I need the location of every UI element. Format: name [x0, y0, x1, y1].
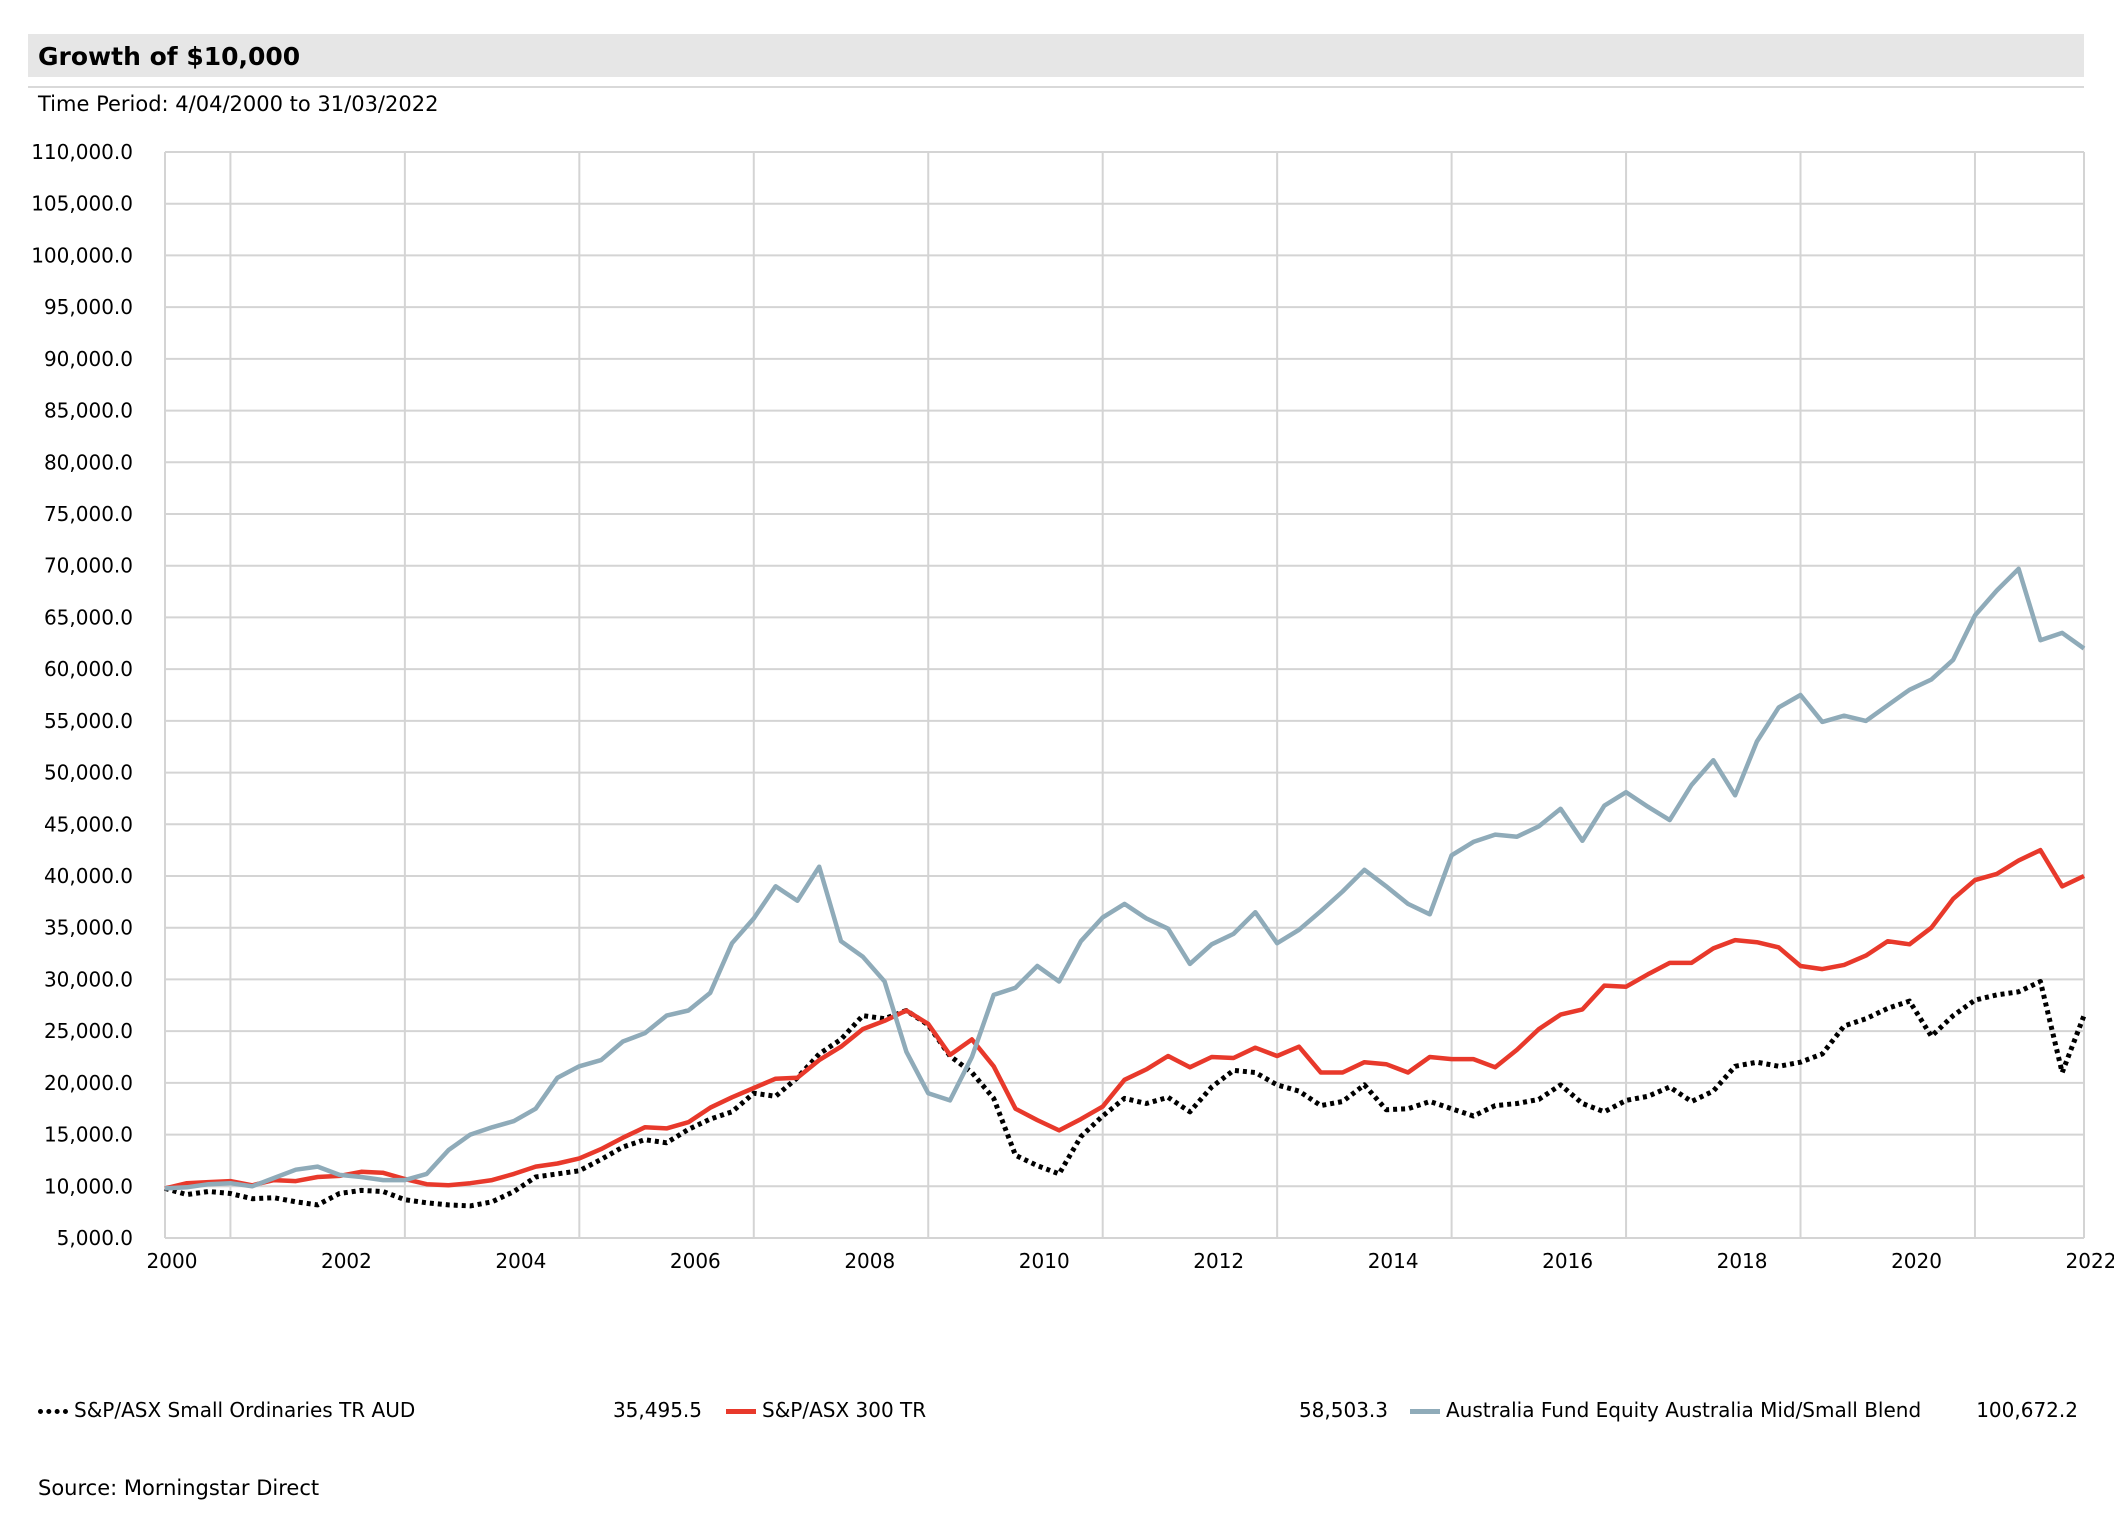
y-tick-label: 45,000.0 — [44, 812, 133, 836]
grid-layer — [164, 151, 2085, 1239]
x-tick-label: 2016 — [1542, 1249, 1593, 1273]
x-tick-label: 2014 — [1368, 1249, 1419, 1273]
y-tick-label: 20,000.0 — [44, 1071, 133, 1095]
x-tick-label: 2010 — [1019, 1249, 1070, 1273]
y-tick-label: 60,000.0 — [44, 657, 133, 681]
legend-value-fund: 100,672.2 — [1976, 1398, 2078, 1422]
y-tick-label: 70,000.0 — [44, 554, 133, 578]
legend-label: S&P/ASX Small Ordinaries TR AUD — [74, 1398, 416, 1422]
x-tick-label: 2002 — [321, 1249, 372, 1273]
legend-item-fund: Australia Fund Equity Australia Mid/Smal… — [1410, 1398, 1921, 1422]
x-tick-label: 2022 — [2066, 1249, 2114, 1273]
growth-line-chart: 5,000.0 10,000.0 15,000.0 20,000.0 25,000.0 3… — [31, 140, 2114, 1273]
legend-item-small-ords: S&P/ASX Small Ordinaries TR AUD — [38, 1398, 415, 1422]
y-tick-label: 50,000.0 — [44, 761, 133, 785]
source-note: Source: Morningstar Direct — [38, 1476, 320, 1500]
x-tick-label: 2006 — [670, 1249, 721, 1273]
legend-swatch-dotted-black — [38, 1409, 68, 1414]
axis-layer: 5,000.0 10,000.0 15,000.0 20,000.0 25,000.0 3… — [31, 140, 2114, 1273]
x-tick-label: 2012 — [1193, 1249, 1244, 1273]
series-line-1 — [164, 847, 2085, 1191]
y-tick-label: 90,000.0 — [44, 347, 133, 371]
y-tick-label: 15,000.0 — [44, 1123, 133, 1147]
series-line-2 — [164, 566, 2086, 1191]
chart-title: Growth of $10,000 — [38, 42, 301, 71]
legend-value-asx300: 58,503.3 — [1298, 1398, 1388, 1422]
x-tick-label: 2020 — [1891, 1249, 1942, 1273]
y-tick-label: 85,000.0 — [44, 399, 133, 423]
title-bar: Growth of $10,000 — [28, 34, 2084, 77]
y-tick-label: 40,000.0 — [44, 864, 133, 888]
y-tick-label: 10,000.0 — [44, 1174, 133, 1198]
x-tick-label: 2008 — [844, 1249, 895, 1273]
y-tick-label: 75,000.0 — [44, 502, 133, 526]
title-divider — [28, 86, 2084, 88]
series-layer — [164, 566, 2087, 1209]
x-tick-label: 2018 — [1717, 1249, 1768, 1273]
y-tick-label: 100,000.0 — [31, 243, 133, 267]
y-tick-label: 35,000.0 — [44, 916, 133, 940]
y-tick-label: 65,000.0 — [44, 605, 133, 629]
y-tick-label: 105,000.0 — [31, 192, 133, 216]
y-tick-label: 25,000.0 — [44, 1019, 133, 1043]
x-tick-label: 2000 — [147, 1249, 198, 1273]
legend-swatch-red — [726, 1409, 756, 1414]
y-tick-label: 110,000.0 — [31, 140, 133, 164]
legend-item-asx300: S&P/ASX 300 TR — [726, 1398, 926, 1422]
legend-label: S&P/ASX 300 TR — [762, 1398, 927, 1422]
y-tick-label: 80,000.0 — [44, 450, 133, 474]
legend-label: Australia Fund Equity Australia Mid/Smal… — [1446, 1398, 1922, 1422]
y-tick-label: 5,000.0 — [57, 1226, 133, 1250]
y-tick-label: 95,000.0 — [44, 295, 133, 319]
series-line-0 — [164, 979, 2087, 1209]
y-tick-label: 55,000.0 — [44, 709, 133, 733]
legend-value-small-ords: 35,495.5 — [612, 1398, 702, 1422]
legend-swatch-blue-grey — [1410, 1409, 1440, 1414]
x-tick-label: 2004 — [495, 1249, 546, 1273]
chart-subtitle: Time Period: 4/04/2000 to 31/03/2022 — [38, 92, 439, 116]
y-tick-label: 30,000.0 — [44, 967, 133, 991]
